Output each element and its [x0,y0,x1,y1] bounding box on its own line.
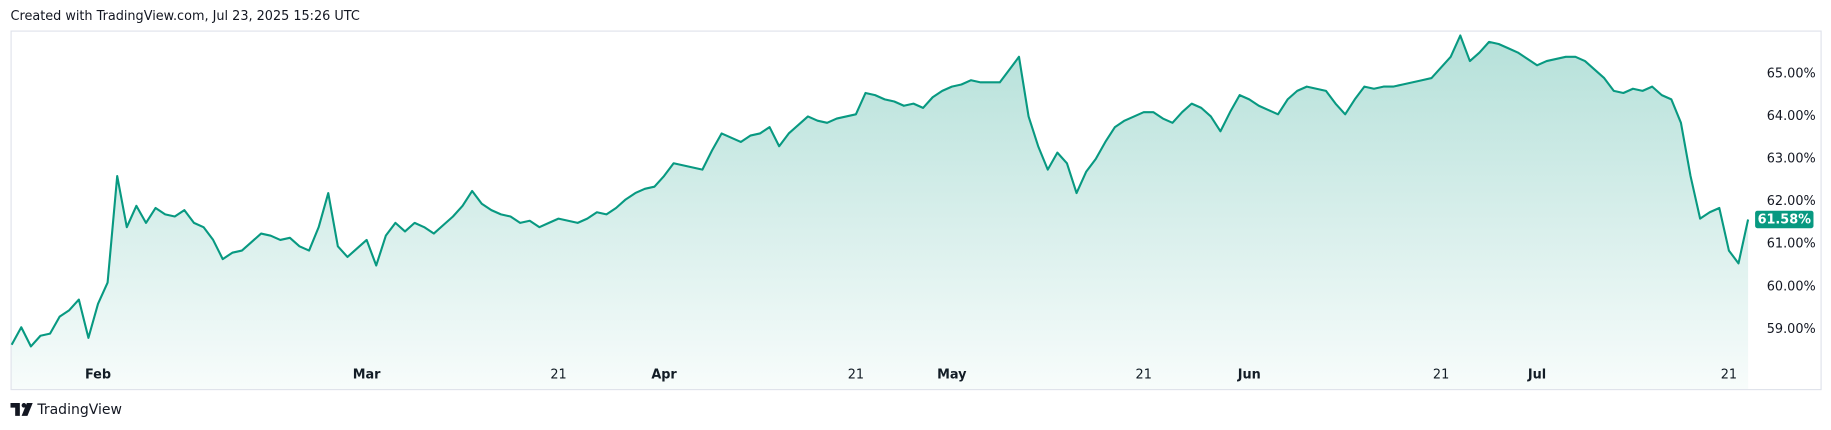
plot-area: 59.00% 60.00% 61.00% 62.00% 63.00% 64.00% 65.0… [10,34,1816,389]
y-tick-label: 63.00% [1767,152,1816,167]
chart-title: Created with TradingView.com, Jul 23, 20… [11,9,360,24]
price-tag [1755,210,1814,229]
y-tick-label: 65.00% [1767,66,1816,81]
price-tag-label: 61.58% [1758,213,1812,228]
y-tick-label: 60.00% [1767,279,1816,294]
price-line [10,34,1750,348]
y-tick-label: 61.00% [1767,237,1816,252]
y-tick-label: 59.00% [1767,322,1816,337]
area-fill [11,35,1749,389]
footer-brand: TradingView [36,402,122,418]
pane-border [10,30,1822,391]
y-tick-label: 64.00% [1767,109,1816,124]
logo [10,403,33,416]
y-tick-label: 62.00% [1767,194,1816,209]
